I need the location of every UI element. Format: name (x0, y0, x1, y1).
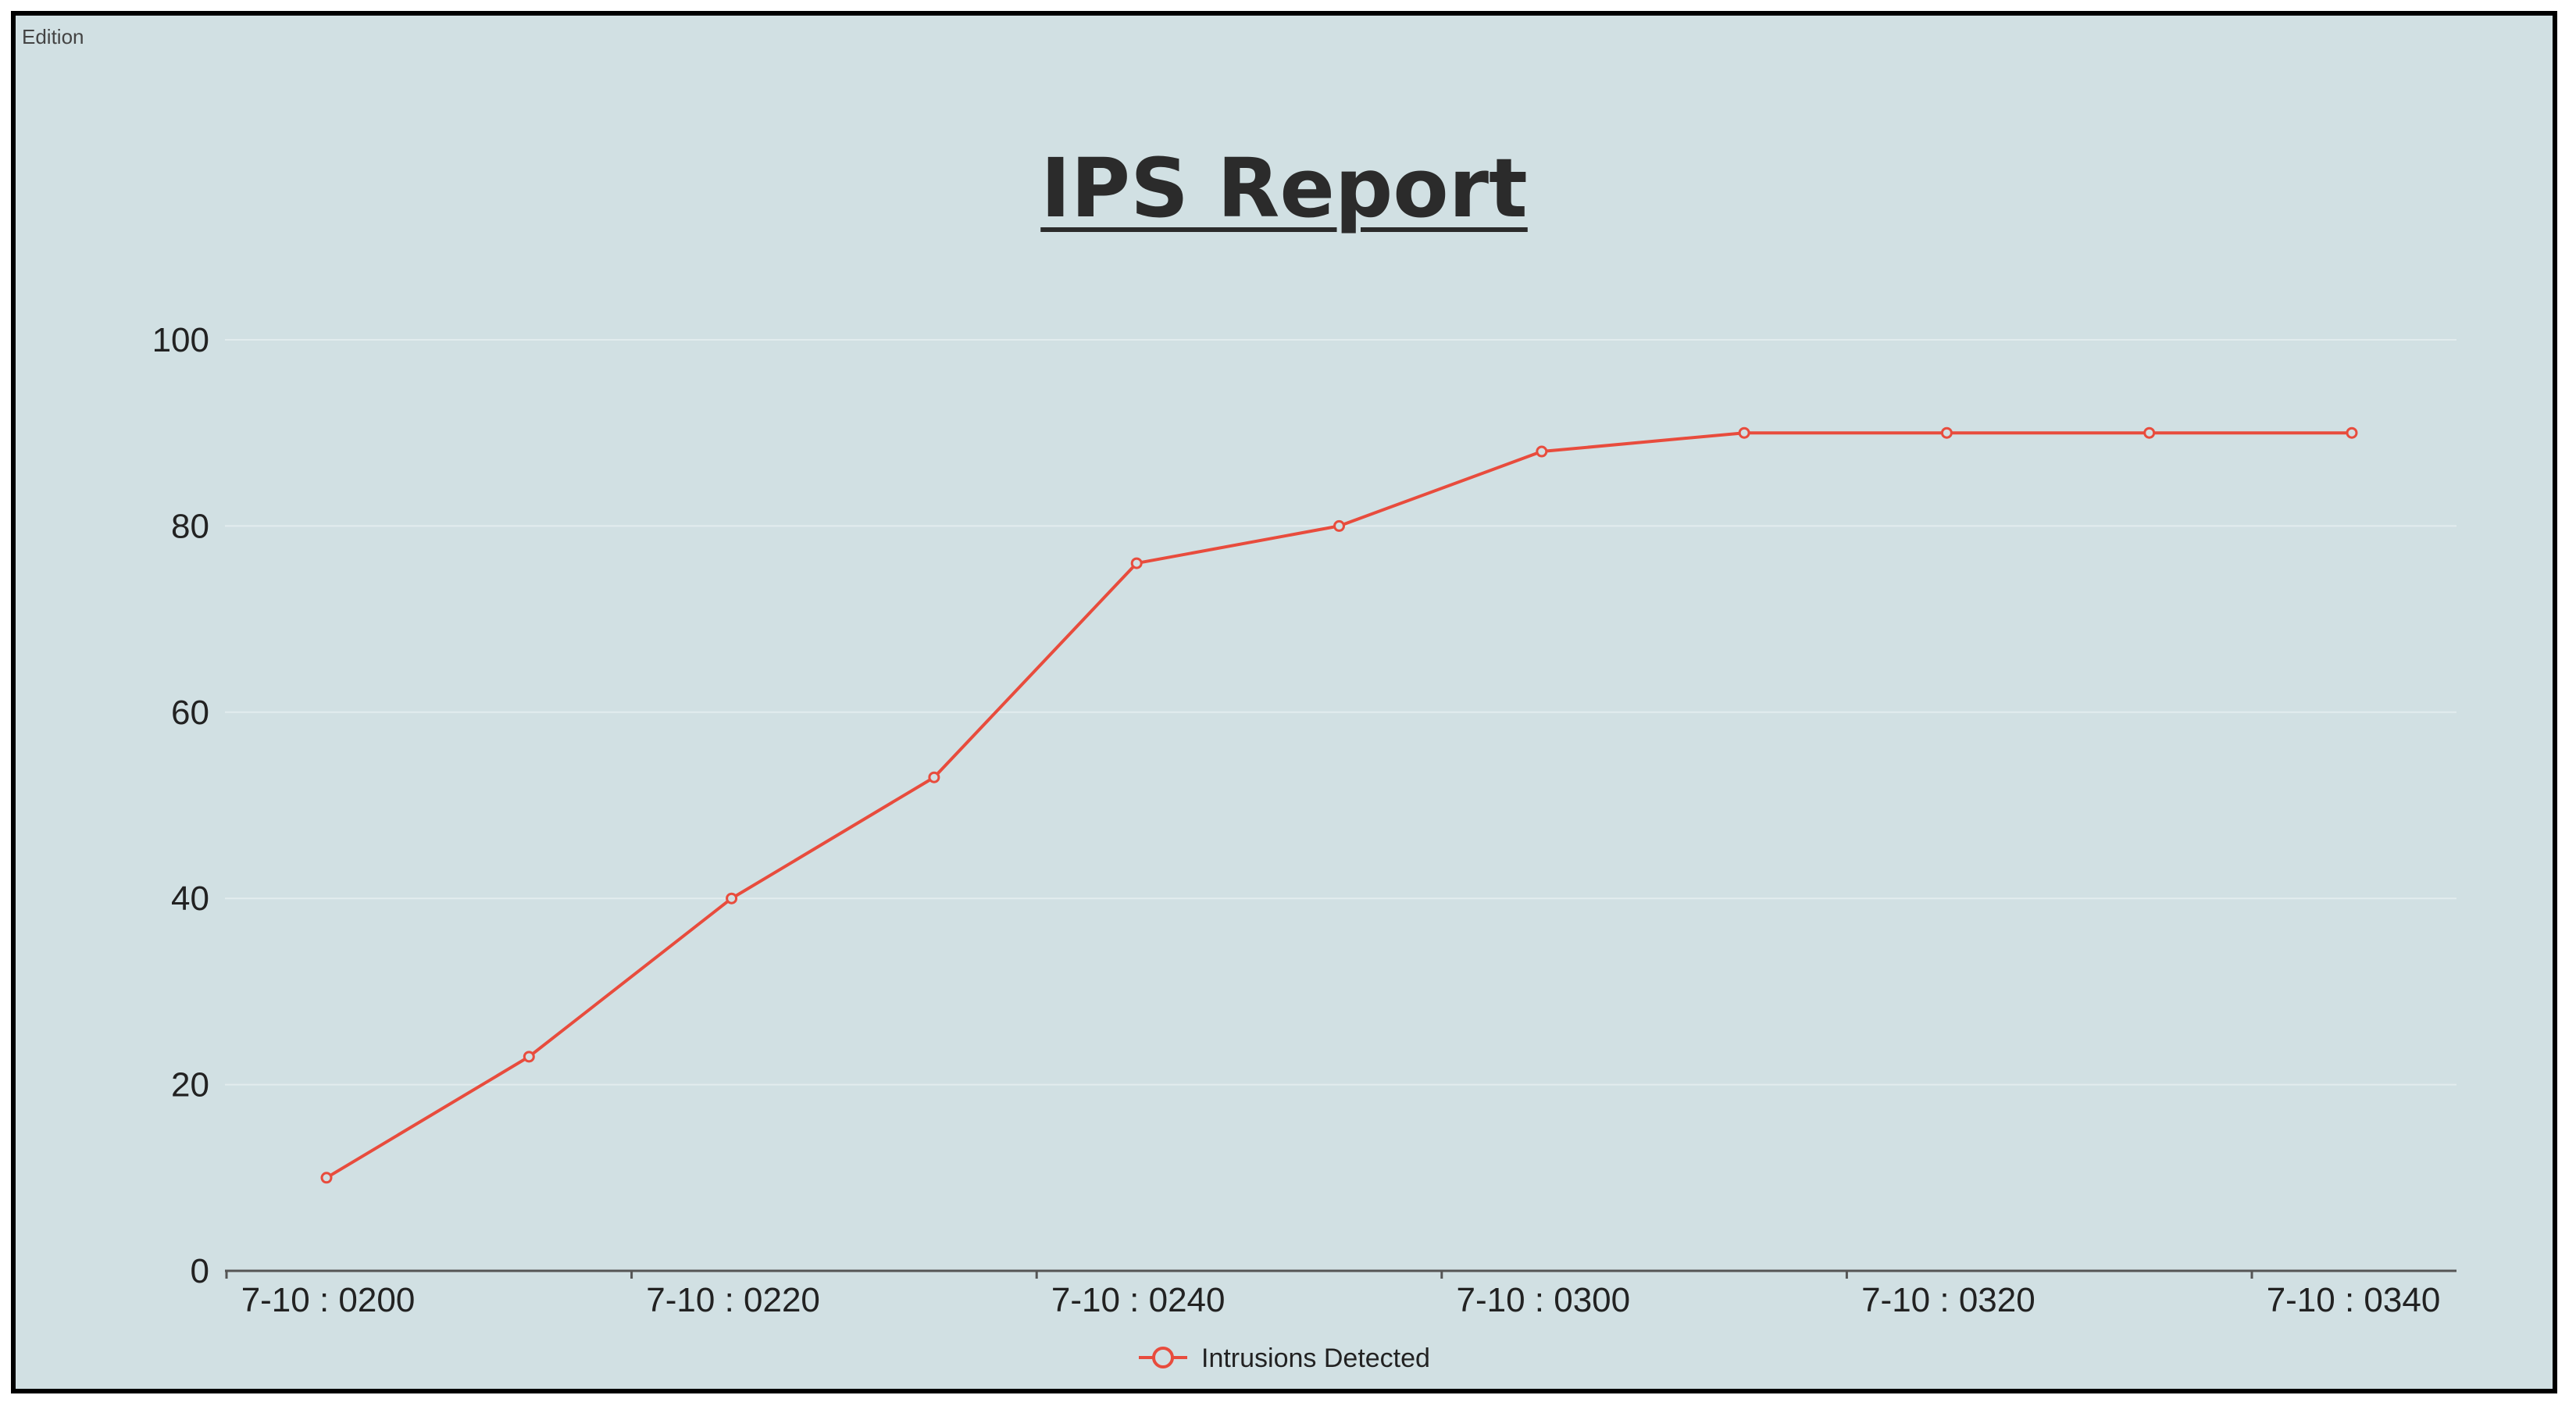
data-point (726, 892, 738, 905)
data-point (1940, 426, 1953, 439)
axes (225, 1269, 2456, 1279)
data-point (2143, 426, 2156, 439)
y-tick-label: 60 (171, 694, 209, 732)
legend-marker-icon (1152, 1347, 1174, 1368)
series-line (325, 431, 2352, 1179)
data-point (523, 1051, 535, 1063)
legend-label: Intrusions Detected (1201, 1343, 1430, 1373)
data-point (2346, 426, 2358, 439)
data-point (1333, 519, 1345, 532)
chart-title: IPS Report (1040, 141, 1528, 236)
y-tick-label: 80 (171, 507, 209, 545)
y-tick-label: 100 (152, 321, 209, 359)
x-tick-label: 7-10 : 0340 (2267, 1281, 2441, 1319)
data-point (1738, 426, 1750, 439)
grid-lines (225, 339, 2456, 1086)
data-point (928, 771, 940, 783)
series-intrusions-detected (320, 426, 2358, 1184)
y-tick-label: 20 (171, 1066, 209, 1104)
y-tick-labels: 0 20 40 60 80 100 (152, 321, 209, 1290)
data-point (320, 1172, 333, 1184)
legend[interactable]: Intrusions Detected (1139, 1343, 1430, 1373)
x-tick-label: 7-10 : 0320 (1861, 1281, 2035, 1319)
y-tick-label: 0 (191, 1252, 209, 1290)
edition-label: Edition (22, 25, 84, 48)
y-tick-label: 40 (171, 880, 209, 918)
data-point (1130, 557, 1143, 569)
x-tick-label: 7-10 : 0240 (1051, 1281, 1226, 1319)
x-tick-label: 7-10 : 0300 (1456, 1281, 1630, 1319)
x-tick-label: 7-10 : 0200 (241, 1281, 416, 1319)
x-tick-labels: 7-10 : 0200 7-10 : 0220 7-10 : 0240 7-10 : … (241, 1281, 2441, 1319)
chart-frame: Edition IPS Report (11, 11, 2557, 1393)
data-point (1536, 445, 1548, 458)
x-tick-label: 7-10 : 0220 (646, 1281, 820, 1319)
